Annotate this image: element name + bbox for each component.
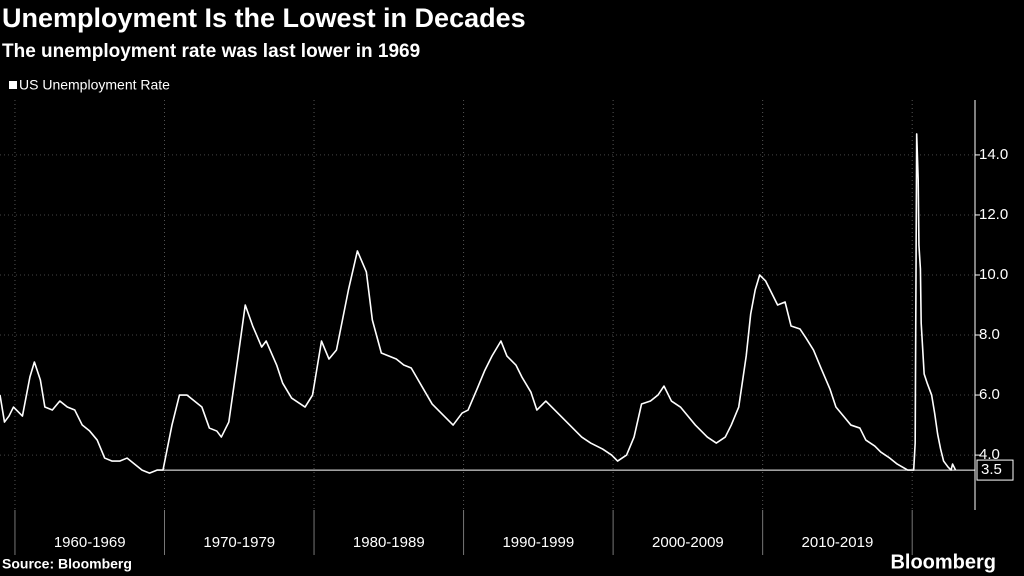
chart-subtitle: The unemployment rate was last lower in … — [2, 41, 420, 62]
chart-title: Unemployment Is the Lowest in Decades — [2, 3, 526, 33]
y-tick-label: 8.0 — [979, 326, 1000, 343]
logo: Bloomberg — [890, 551, 996, 573]
y-tick-label: 14.0 — [979, 146, 1008, 163]
x-tick-label: 2000-2009 — [652, 534, 724, 551]
source: Source: Bloomberg — [2, 556, 132, 572]
data-line — [0, 133, 957, 474]
y-tick-label: 4.0 — [979, 446, 1000, 463]
x-tick-label: 1960-1969 — [54, 534, 126, 551]
x-tick-label: 1970-1979 — [203, 534, 275, 551]
y-tick-label: 10.0 — [979, 266, 1008, 283]
x-tick-label: 2010-2019 — [802, 534, 874, 551]
legend-swatch — [9, 81, 17, 89]
x-tick-label: 1990-1999 — [502, 534, 574, 551]
y-tick-label: 6.0 — [979, 386, 1000, 403]
legend-label: US Unemployment Rate — [19, 77, 170, 93]
reference-label-box — [976, 459, 1014, 481]
y-tick-label: 12.0 — [979, 206, 1008, 223]
x-tick-label: 1980-1989 — [353, 534, 425, 551]
reference-label: 3.5 — [981, 461, 1002, 478]
